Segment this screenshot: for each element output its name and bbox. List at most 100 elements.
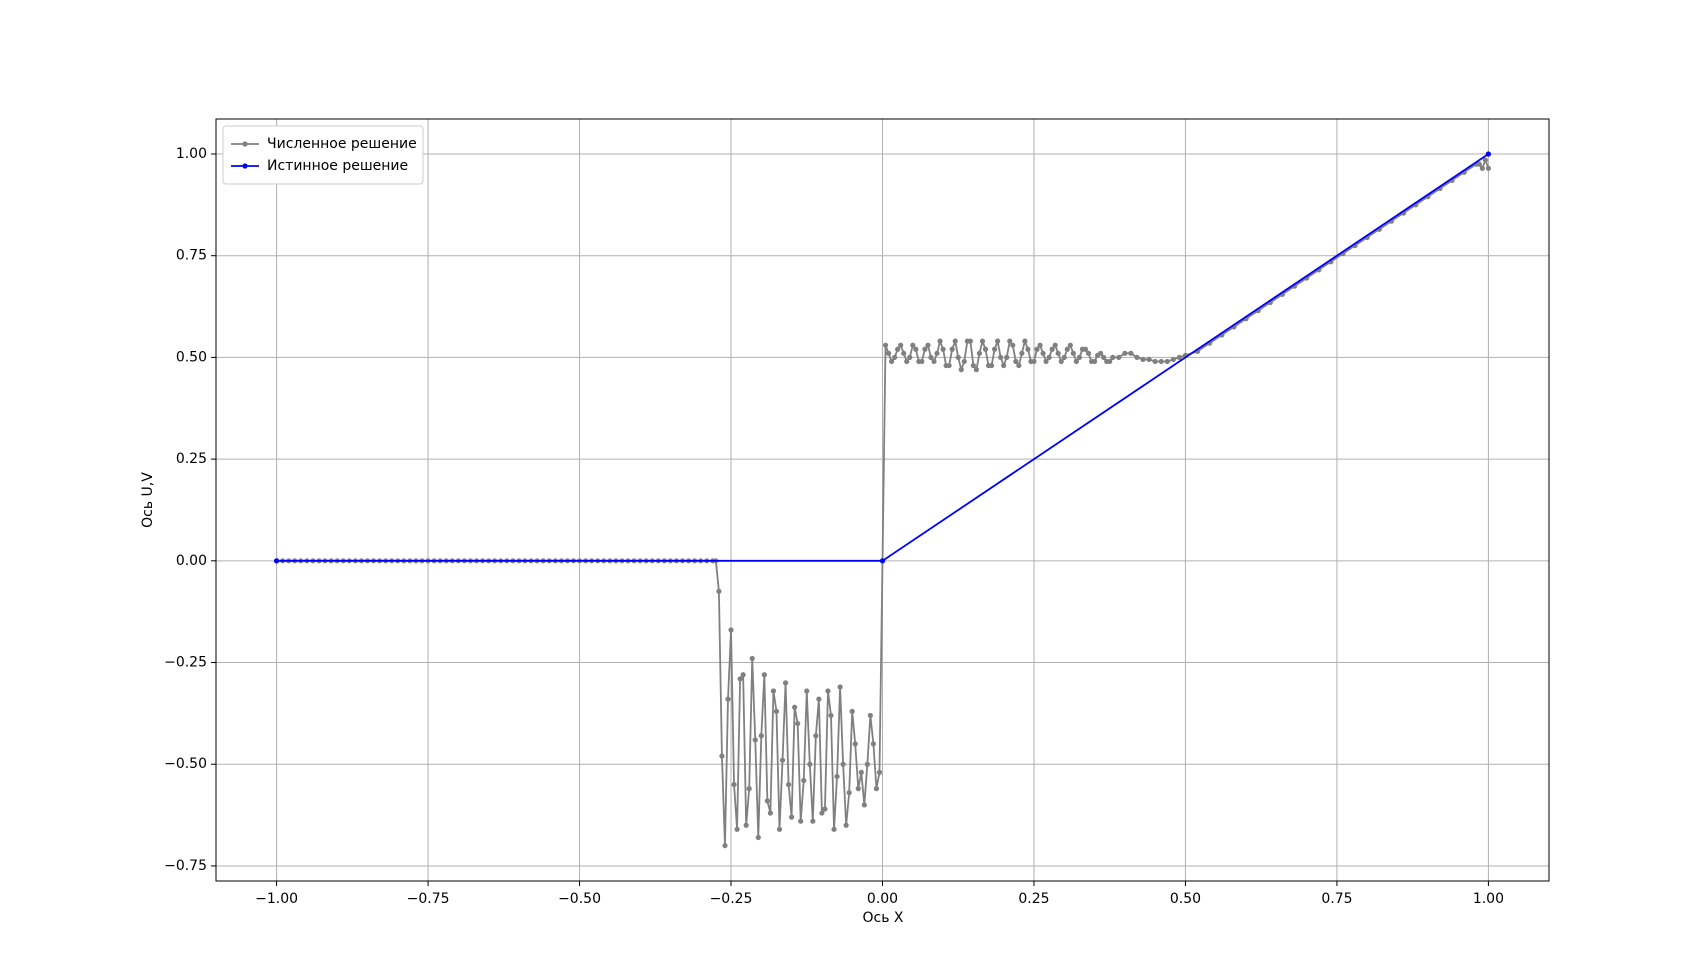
point [1082,346,1089,352]
point [807,761,813,767]
point [961,358,967,365]
y-axis-label: Ось U,V [140,472,156,528]
point [1058,358,1064,365]
point [1001,362,1007,369]
point [1134,354,1140,361]
point [840,761,846,767]
point [982,346,989,352]
point [855,786,861,792]
point [810,818,816,824]
legend-label: Численное решение [267,136,417,152]
point [970,362,976,369]
point [1064,346,1070,352]
point [1098,350,1104,356]
point [731,781,737,788]
x-tick-label: 1.00 [1473,891,1504,907]
point [1067,342,1073,348]
point [1140,356,1146,363]
point [1046,354,1052,361]
point [1485,165,1492,171]
point [734,826,740,832]
point [919,358,925,365]
point [952,338,958,344]
point [937,338,943,344]
point [722,843,728,849]
point [837,684,843,690]
point [885,350,892,356]
point [991,346,998,352]
point [843,822,849,828]
point [979,338,986,344]
point [1128,350,1134,356]
point [1022,338,1028,344]
point [1146,356,1152,363]
legend-box [222,125,424,185]
x-tick-label: 0.00 [867,891,898,907]
point [801,777,807,784]
point [758,733,764,739]
point [785,781,792,788]
point [998,354,1004,361]
point [743,822,749,828]
point [770,688,777,694]
point [828,712,834,719]
point [898,342,904,348]
point [895,346,901,352]
point [1010,342,1016,348]
point [1049,346,1055,352]
point [934,350,940,356]
point [928,354,934,361]
point [1070,350,1076,356]
point [976,350,983,356]
point [940,346,946,352]
point [1073,358,1079,365]
point [755,834,761,841]
point [1013,358,1019,365]
point [834,773,840,780]
point [764,798,770,804]
point [1043,358,1049,365]
x-tick-label: −0.25 [710,891,753,907]
point [907,354,913,361]
point [910,342,916,348]
point [804,688,810,694]
point [1055,350,1061,356]
x-tick-label: −0.75 [407,891,450,907]
point [1085,350,1092,356]
point [798,818,804,824]
point [740,672,746,678]
point [949,346,955,352]
y-tick-label: 0.75 [176,248,207,264]
point [888,358,895,365]
y-tick-label: 0.25 [176,451,207,467]
y-tick-label: −0.25 [164,655,207,671]
point [931,358,937,365]
point [901,350,907,356]
point [1019,350,1025,356]
point [870,741,877,747]
y-tick-label: −0.50 [164,756,207,772]
x-axis-label: Ось X [862,910,903,926]
point [782,680,789,686]
point [737,676,743,682]
point [1052,342,1058,348]
point [1007,338,1013,344]
point [752,737,758,743]
point [1004,354,1010,361]
point [904,358,910,365]
point [716,588,722,594]
point [1107,358,1113,365]
point [822,806,828,812]
point [1025,346,1031,352]
point [779,757,786,763]
point [973,367,980,373]
x-tick-label: −1.00 [255,891,298,907]
x-tick-label: −0.50 [558,891,601,907]
legend-marker [242,141,248,147]
point [892,354,898,361]
point [789,814,795,820]
point [922,346,928,352]
point [846,790,852,796]
point [1034,346,1040,352]
